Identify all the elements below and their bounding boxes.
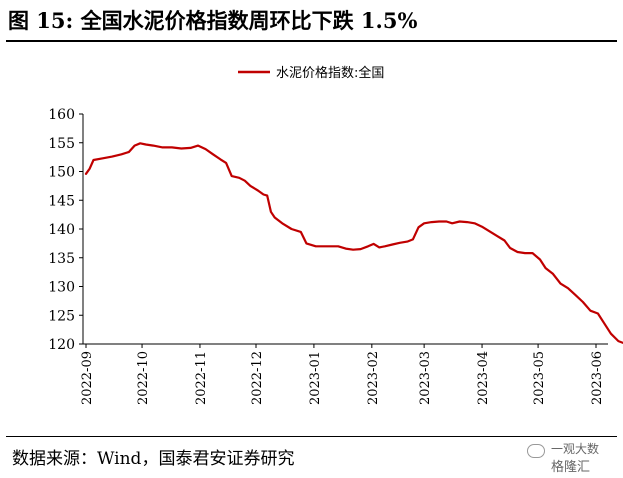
line-chart: 120 125 130 135 140 145 150 155 160 2022-09 2022-1… — [48, 65, 623, 405]
x-tick-label: 2023-06 — [590, 351, 605, 405]
source-note: 数据来源：Wind，国泰君安证券研究 — [12, 449, 295, 469]
x-tick-label: 2023-05 — [532, 351, 547, 405]
x-tick-label: 2022-12 — [250, 351, 265, 405]
title-divider — [6, 40, 617, 42]
source-divider — [6, 436, 617, 437]
x-tick-label: 2023-02 — [366, 351, 381, 405]
x-tick-label: 2023-01 — [308, 351, 323, 405]
y-tick-label: 135 — [48, 251, 75, 267]
figure-title-row: 图 15: 全国水泥价格指数周环比下跌 1.5% — [8, 6, 615, 38]
y-tick-label: 160 — [48, 107, 75, 123]
watermark: 一观大数 格隆汇 — [523, 440, 613, 475]
x-tick-label: 2022-10 — [136, 351, 151, 405]
watermark-line1: 一观大数 — [551, 442, 600, 456]
y-tick-label: 145 — [48, 193, 75, 209]
wechat-icon — [527, 444, 545, 458]
x-tick-label: 2022-11 — [194, 351, 209, 405]
watermark-line2: 格隆汇 — [551, 460, 591, 475]
y-tick-label: 125 — [48, 308, 75, 324]
x-tick-label: 2023-03 — [418, 351, 433, 405]
x-tick-label: 2023-04 — [476, 351, 491, 405]
series-line — [84, 142, 623, 345]
legend-label: 水泥价格指数:全国 — [276, 65, 384, 81]
y-tick-label: 120 — [48, 337, 75, 353]
x-tick-label: 2022-09 — [80, 351, 95, 405]
figure-title: 图 15: 全国水泥价格指数周环比下跌 1.5% — [8, 8, 418, 33]
y-tick-label: 150 — [48, 165, 75, 181]
y-tick-label: 155 — [48, 136, 75, 152]
y-tick-label: 140 — [48, 222, 75, 238]
y-tick-label: 130 — [48, 280, 75, 296]
